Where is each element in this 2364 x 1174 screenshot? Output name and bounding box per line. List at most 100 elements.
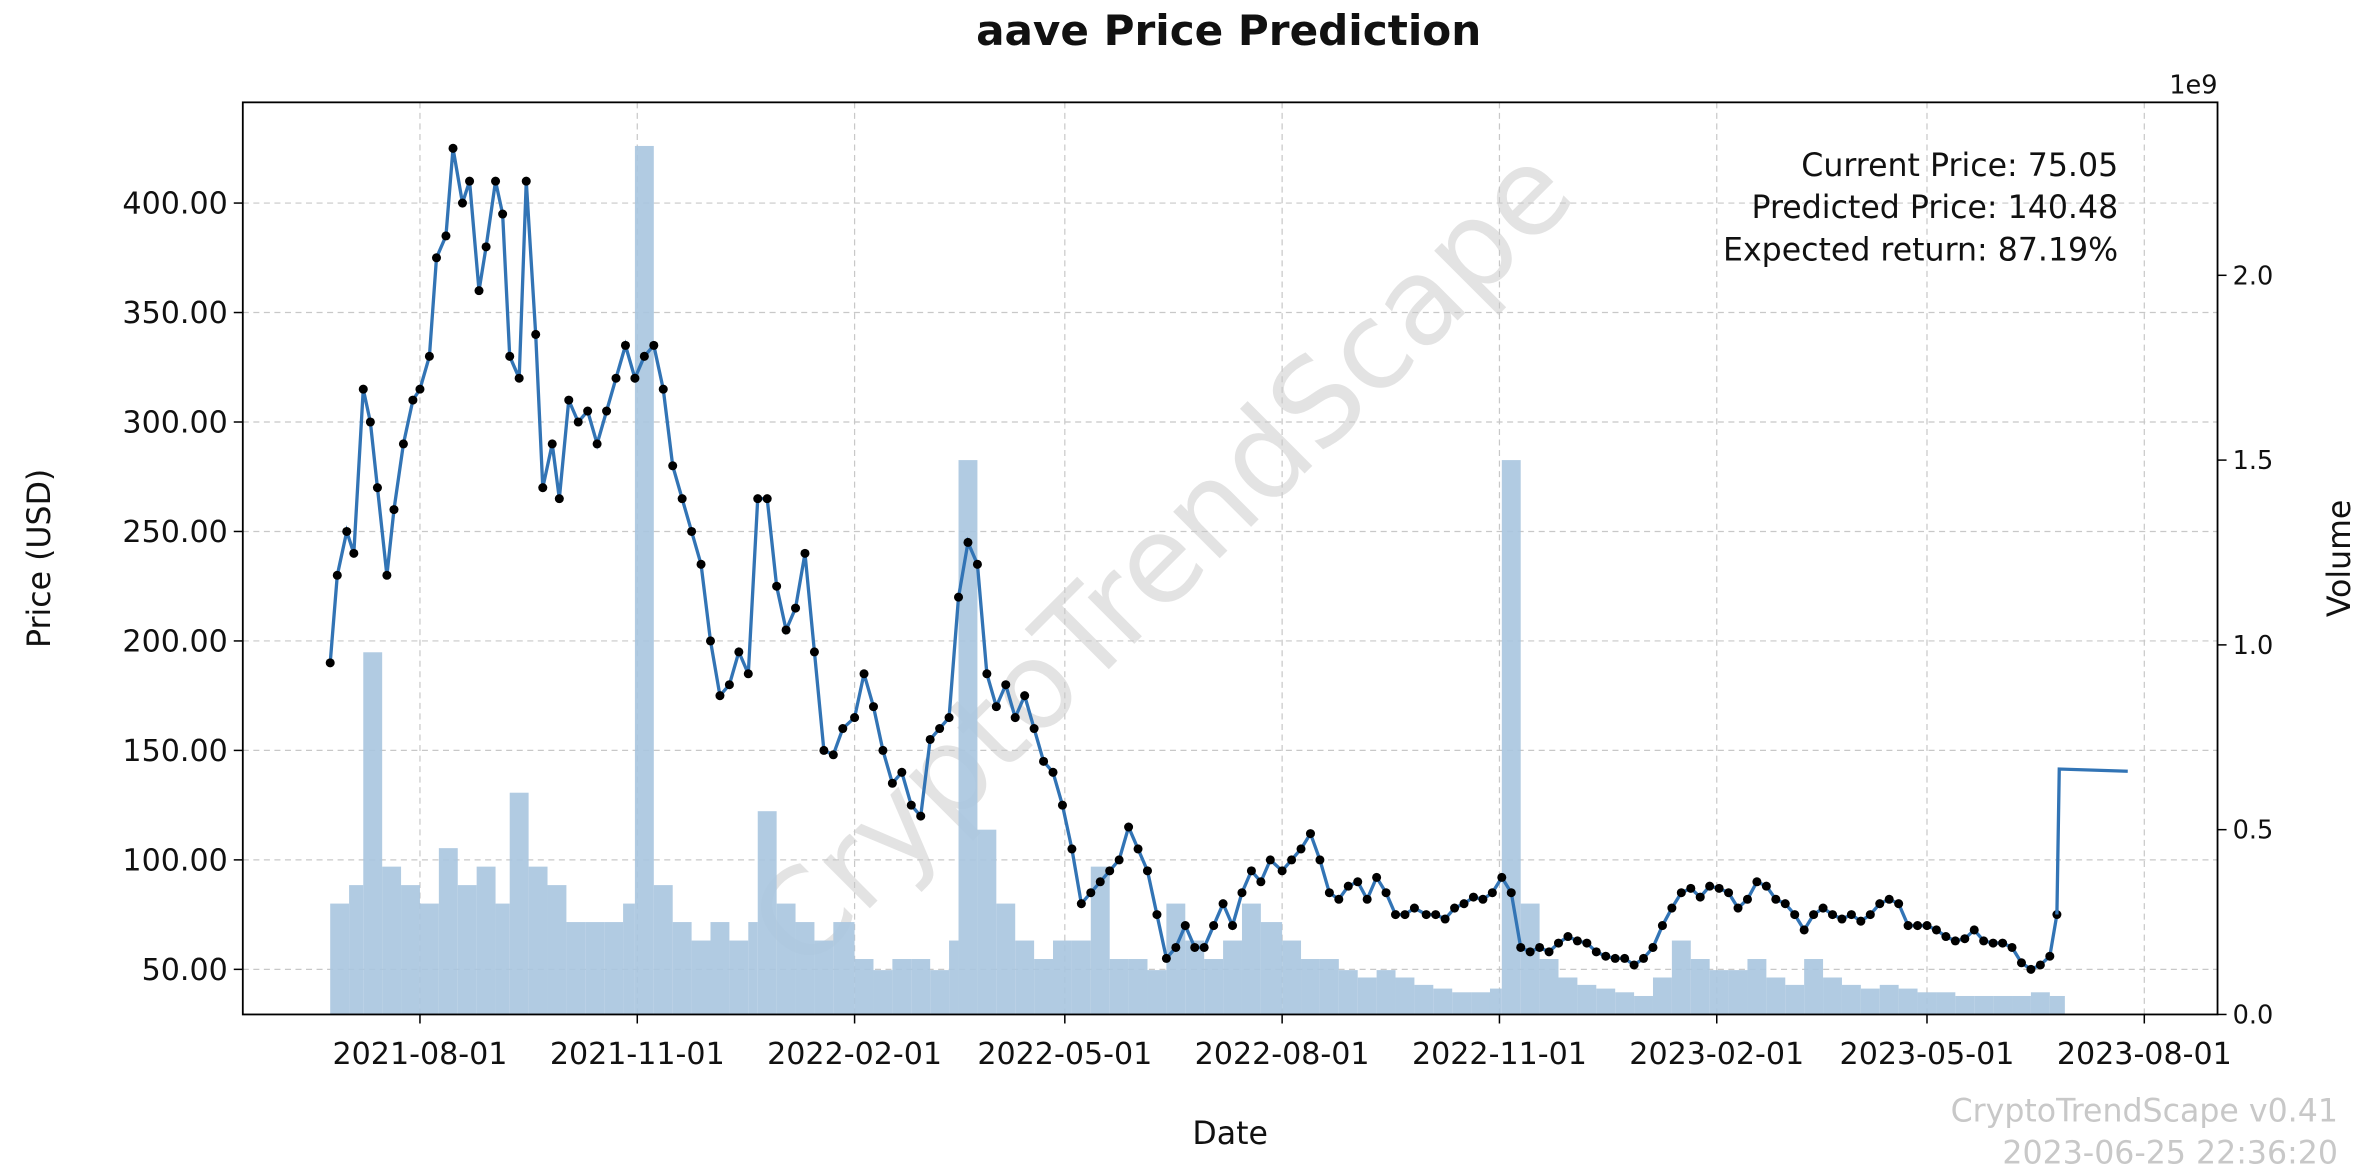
volume-bar [1860, 988, 1880, 1015]
price-marker [1979, 936, 1989, 946]
price-marker [944, 713, 954, 723]
price-marker [1610, 953, 1620, 963]
price-marker [1048, 767, 1058, 777]
price-marker [1334, 894, 1344, 904]
x-tick-label: 2022-11-01 [1412, 1037, 1587, 1072]
price-marker [1733, 903, 1743, 913]
price-marker [724, 680, 734, 690]
price-marker [431, 253, 442, 263]
volume-bar [653, 885, 673, 1015]
price-marker [1799, 925, 1809, 935]
price-marker [1771, 894, 1781, 904]
price-marker [547, 439, 557, 449]
volume-bar [1709, 970, 1729, 1015]
volume-bar [1166, 903, 1186, 1015]
price-marker [1809, 910, 1819, 920]
price-marker [878, 745, 888, 755]
volume-bar [2049, 995, 2065, 1015]
price-marker [514, 373, 524, 383]
y2-tick-label: 2.0 [2233, 261, 2274, 291]
price-marker [1296, 844, 1306, 854]
y2-tick-label: 0.5 [2233, 816, 2274, 846]
price-marker [538, 483, 548, 493]
price-marker [349, 548, 359, 558]
volume-bar [1520, 903, 1540, 1015]
price-marker [734, 647, 744, 657]
price-marker [1400, 910, 1410, 920]
price-marker [424, 351, 434, 361]
price-marker [602, 406, 612, 416]
price-marker [1057, 800, 1067, 810]
x-tick-label: 2023-05-01 [1840, 1037, 2015, 1072]
y-tick-label: 400.00 [122, 187, 227, 222]
y-tick-label: 150.00 [122, 734, 227, 769]
price-marker [457, 198, 467, 208]
volume-bar [996, 903, 1016, 1015]
price-marker [531, 329, 541, 339]
volume-bar [1747, 959, 1767, 1015]
volume-bar [1974, 995, 1994, 1015]
x-tick-label: 2021-11-01 [550, 1037, 725, 1072]
price-marker [1161, 953, 1171, 963]
volume-bar [1936, 992, 1956, 1015]
volume-bar [1301, 959, 1320, 1015]
volume-bar [349, 885, 364, 1015]
volume-bar [1319, 959, 1339, 1015]
volume-bar [1898, 988, 1918, 1015]
volume-bar [1395, 977, 1415, 1015]
volume-bar [672, 922, 692, 1015]
price-marker [1431, 910, 1441, 920]
price-marker [1648, 942, 1658, 952]
price-marker [991, 702, 1001, 712]
volume-bar [1615, 992, 1635, 1015]
volume-bar [1090, 866, 1110, 1015]
volume-bar [330, 903, 350, 1015]
price-marker [1086, 888, 1096, 898]
volume-bar [1053, 940, 1072, 1015]
price-marker [1629, 960, 1639, 970]
price-marker [1553, 938, 1564, 948]
price-marker [481, 242, 491, 252]
price-marker [1639, 953, 1649, 963]
price-marker [1724, 888, 1734, 898]
x-tick-label: 2021-08-01 [333, 1037, 508, 1072]
price-marker [1152, 910, 1162, 920]
price-marker [1246, 866, 1256, 876]
price-marker [620, 340, 630, 350]
x-tick-label: 2022-02-01 [767, 1037, 942, 1072]
price-marker [1218, 899, 1228, 909]
volume-bar [710, 922, 730, 1015]
price-marker [521, 176, 531, 186]
price-marker [2007, 942, 2017, 952]
price-marker [2045, 951, 2055, 961]
price-marker [498, 209, 508, 219]
price-marker [358, 384, 368, 394]
price-marker [1525, 947, 1535, 957]
price-marker [897, 767, 907, 777]
price-marker [1076, 899, 1086, 909]
price-marker [925, 734, 935, 744]
volume-bar [757, 811, 777, 1015]
volume-bar [1357, 977, 1377, 1015]
price-marker [1305, 829, 1315, 839]
volume-bar [1282, 940, 1302, 1015]
price-marker [1714, 883, 1724, 893]
price-marker [1228, 921, 1238, 931]
price-marker [554, 494, 564, 504]
price-marker [2026, 964, 2036, 974]
volume-bar [476, 866, 496, 1015]
price-marker [906, 800, 916, 810]
price-marker [2016, 958, 2026, 968]
price-marker [1237, 888, 1247, 898]
volume-bar [585, 922, 605, 1015]
price-marker [1287, 855, 1297, 865]
price-marker [1742, 894, 1752, 904]
price-marker [1381, 888, 1391, 898]
price-marker [1960, 934, 1970, 944]
volume-bar [509, 792, 529, 1015]
price-marker [781, 625, 791, 635]
price-marker [1657, 921, 1667, 931]
price-marker [1913, 921, 1923, 931]
price-marker [1124, 822, 1134, 832]
volume-bar [1471, 992, 1490, 1015]
